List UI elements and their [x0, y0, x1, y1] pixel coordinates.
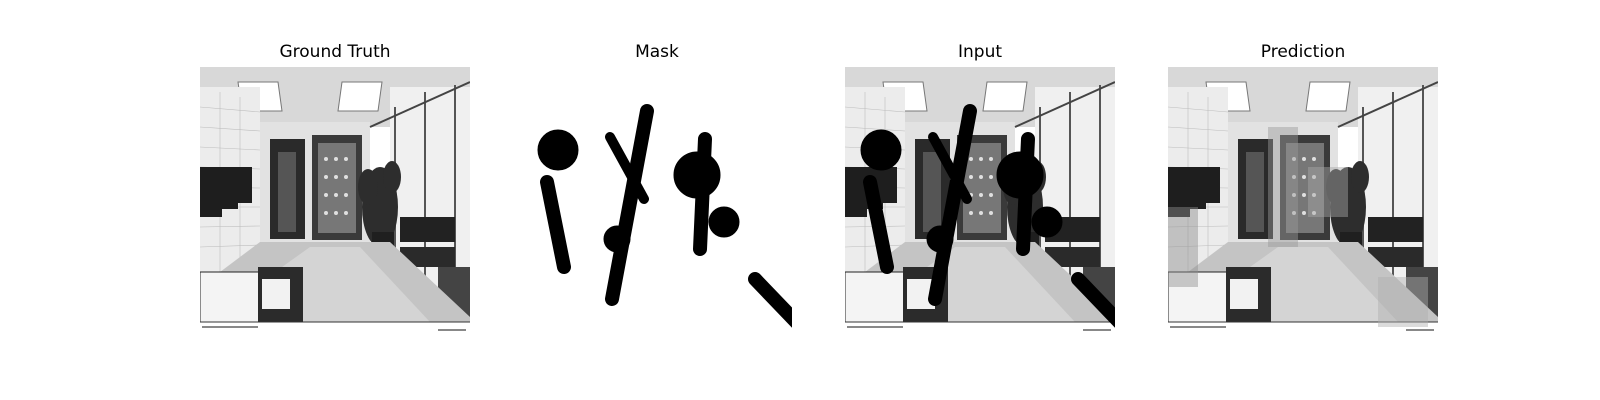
panel-title: Prediction	[1260, 42, 1346, 62]
panel-mask: Mask	[522, 0, 792, 400]
inpaint-artifacts	[1168, 127, 1428, 327]
prediction-svg	[1168, 67, 1438, 337]
input-svg	[845, 67, 1115, 337]
mask-svg	[522, 67, 792, 337]
mask-image	[522, 67, 792, 337]
panel-prediction: Prediction	[1168, 0, 1438, 400]
input-image	[845, 67, 1115, 337]
panel-input: Input	[845, 0, 1115, 400]
panel-title: Ground Truth	[279, 42, 391, 62]
panel-title: Mask	[635, 42, 679, 62]
scene-svg	[200, 67, 470, 337]
panel-title: Input	[957, 42, 1003, 62]
ground-truth-image	[200, 67, 470, 337]
prediction-image	[1168, 67, 1438, 337]
panel-ground-truth: Ground Truth	[200, 0, 470, 400]
